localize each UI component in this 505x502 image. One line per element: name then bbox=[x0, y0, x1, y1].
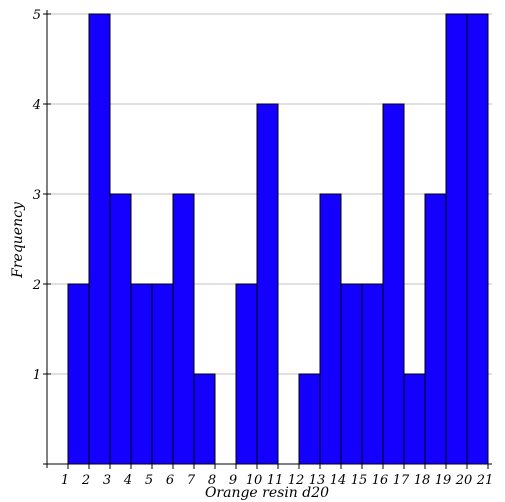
x-tick-label-5: 5 bbox=[145, 473, 153, 488]
bar-1-2 bbox=[67, 283, 90, 465]
bar-2-3 bbox=[88, 13, 111, 465]
bar-14-15 bbox=[340, 283, 363, 465]
bars bbox=[67, 13, 489, 465]
bar-15-16 bbox=[361, 283, 384, 465]
x-tick-label-17: 17 bbox=[393, 473, 410, 488]
x-tick-label-14: 14 bbox=[330, 473, 347, 488]
x-tick-label-21: 21 bbox=[476, 473, 494, 488]
x-tick-label-11: 11 bbox=[267, 473, 284, 488]
x-tick-label-18: 18 bbox=[414, 473, 431, 488]
bar-17-18 bbox=[403, 373, 426, 465]
x-tick-label-7: 7 bbox=[187, 473, 196, 488]
x-tick-label-15: 15 bbox=[351, 473, 368, 488]
bar-13-14 bbox=[319, 193, 342, 465]
y-tick-label-4: 4 bbox=[32, 98, 41, 113]
bar-4-5 bbox=[130, 283, 153, 465]
bar-7-8 bbox=[193, 373, 216, 465]
x-tick-label-19: 19 bbox=[435, 473, 452, 488]
bar-20-21 bbox=[466, 13, 489, 465]
x-tick-label-9: 9 bbox=[229, 473, 237, 488]
y-tick-label-2: 2 bbox=[32, 278, 41, 293]
x-axis-title: Orange resin d20 bbox=[205, 485, 329, 501]
bar-16-17 bbox=[382, 103, 405, 465]
x-tick-label-6: 6 bbox=[166, 473, 174, 488]
x-tick-label-13: 13 bbox=[309, 473, 326, 488]
bar-19-20 bbox=[445, 13, 468, 465]
y-tick-label-3: 3 bbox=[33, 188, 41, 203]
x-tick-label-1: 1 bbox=[61, 473, 69, 488]
x-tick-label-3: 3 bbox=[103, 473, 111, 488]
bar-5-6 bbox=[151, 283, 174, 465]
axes bbox=[43, 10, 492, 469]
x-tick-label-2: 2 bbox=[81, 473, 90, 488]
x-tick-label-12: 12 bbox=[288, 473, 305, 488]
x-tick-label-20: 20 bbox=[455, 473, 473, 488]
x-tick-label-16: 16 bbox=[372, 473, 389, 488]
x-tick-label-10: 10 bbox=[246, 473, 263, 488]
bar-9-10 bbox=[235, 283, 258, 465]
x-tick-label-4: 4 bbox=[123, 473, 132, 488]
y-axis-title: Frequency bbox=[10, 201, 26, 279]
bar-6-7 bbox=[172, 193, 195, 465]
bar-12-13 bbox=[298, 373, 321, 465]
y-tick-label-1: 1 bbox=[33, 368, 41, 383]
bar-3-4 bbox=[109, 193, 132, 465]
y-tick-label-5: 5 bbox=[33, 8, 41, 23]
x-tick-label-8: 8 bbox=[208, 473, 216, 488]
bar-10-11 bbox=[256, 103, 279, 465]
bar-18-19 bbox=[424, 193, 447, 465]
